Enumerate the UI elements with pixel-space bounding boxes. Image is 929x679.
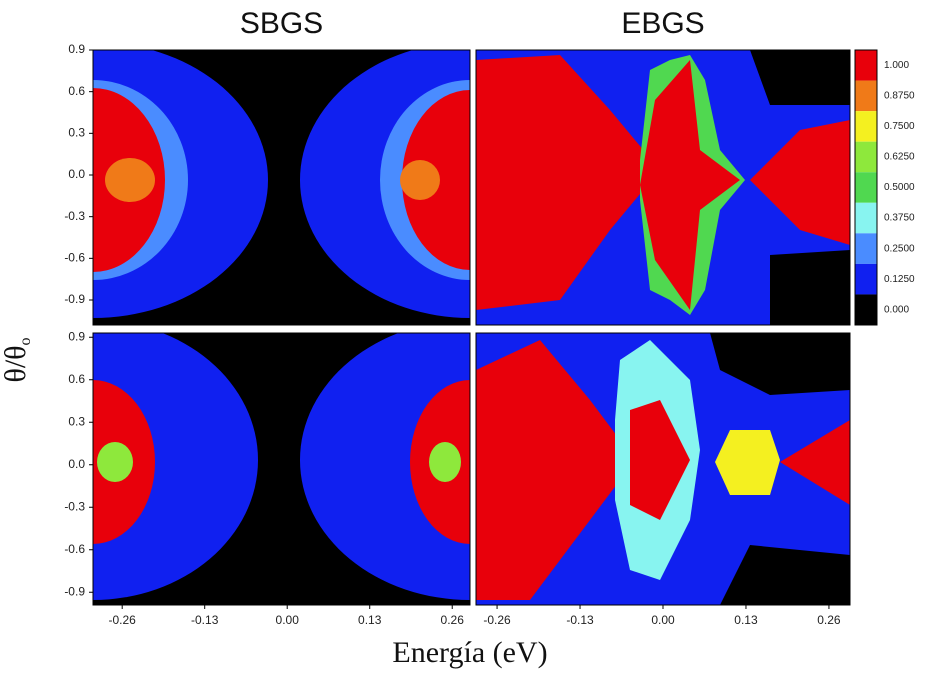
colorbar-band: [855, 141, 877, 173]
y-tick-label: 0.0: [68, 167, 85, 181]
y-tick-label: 0.9: [68, 329, 85, 343]
y-tick-label: -0.3: [64, 209, 85, 223]
y-tick-label: -0.6: [64, 251, 85, 265]
y-axis-label-sub: o: [17, 337, 34, 345]
colorbar-label: 1.000: [884, 60, 909, 71]
region: [630, 400, 690, 520]
colorbar-band: [855, 172, 877, 203]
x-tick-label: -0.13: [191, 613, 219, 627]
colorbar-label: 0.8750: [884, 90, 915, 101]
x-tick-label: 0.13: [734, 613, 758, 627]
panel-title: SBGS: [240, 7, 323, 40]
region: [640, 60, 740, 310]
y-axis-label-text: θ/θ: [0, 345, 32, 382]
x-tick-label: 0.00: [651, 613, 675, 627]
panel-title: EBGS: [621, 7, 704, 40]
colorbar-band: [855, 80, 877, 112]
plot-frame: [92, 332, 471, 606]
x-tick-label: -0.26: [483, 613, 511, 627]
region: [750, 50, 850, 325]
colorbar-label: 0.2500: [884, 243, 915, 254]
contour-field: [93, 333, 470, 605]
colorbar-label: 0.1250: [884, 274, 915, 285]
colorbar-band: [855, 50, 877, 81]
colorbar-band: [855, 111, 877, 142]
plot-frame: [475, 49, 851, 326]
colorbar-label: 0.3750: [884, 213, 915, 224]
x-tick-label: 0.26: [441, 613, 465, 627]
region: [400, 160, 440, 200]
x-tick-label: 0.26: [817, 613, 841, 627]
contour-field: [93, 50, 470, 325]
contour-field: [476, 50, 850, 325]
colorbar-band: [855, 233, 877, 264]
colorbar-label: 0.5000: [884, 182, 915, 193]
y-tick-label: -0.9: [64, 584, 85, 598]
x-tick-label: 0.13: [358, 613, 382, 627]
y-axis-label: θ/θo: [0, 337, 34, 382]
colorbar-band: [855, 263, 877, 295]
contour-field: [476, 333, 850, 605]
y-tick-label: 0.3: [68, 126, 85, 140]
y-tick-label: 0.0: [68, 457, 85, 471]
region: [476, 340, 690, 600]
colorbar-band: [855, 294, 877, 325]
region: [476, 55, 660, 310]
plot-frame: [92, 49, 471, 326]
colorbar-label: 0.000: [884, 304, 909, 315]
colorbar-label: 0.7500: [884, 121, 915, 132]
region: [780, 420, 850, 505]
y-tick-label: -0.3: [64, 499, 85, 513]
region: [97, 442, 133, 482]
region: [300, 333, 470, 600]
region: [715, 430, 780, 495]
y-tick-label: 0.9: [68, 42, 85, 56]
y-tick-label: 0.6: [68, 372, 85, 386]
region: [710, 333, 850, 605]
region: [429, 442, 461, 482]
colorbar-frame: [854, 49, 878, 326]
region: [93, 333, 258, 600]
x-axis-label: Energía (eV): [392, 636, 547, 669]
y-tick-label: -0.9: [64, 292, 85, 306]
colorbar-label: 0.6250: [884, 152, 915, 163]
y-tick-label: 0.6: [68, 84, 85, 98]
axes: SBGS 0.9 0.6 0.3 0.0 -0.3 -0.6 -0.9 EBGS 0.9 0.6 0.…: [64, 7, 915, 627]
x-tick-label: -0.13: [566, 613, 594, 627]
y-tick-label: -0.6: [64, 542, 85, 556]
region: [105, 158, 155, 202]
x-tick-label: 0.00: [276, 613, 300, 627]
colorbar-band: [855, 202, 877, 234]
y-tick-label: 0.3: [68, 414, 85, 428]
region: [750, 120, 850, 245]
x-tick-label: -0.26: [109, 613, 137, 627]
